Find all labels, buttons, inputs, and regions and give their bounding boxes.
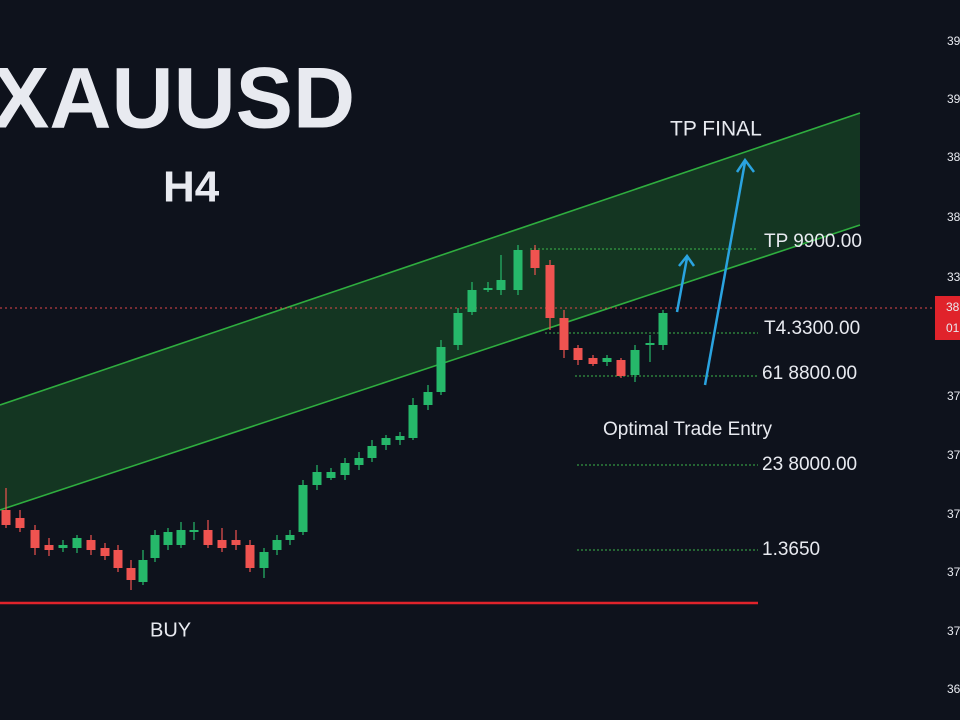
channel-lower xyxy=(0,224,861,511)
candle-body xyxy=(395,436,405,440)
price-label: 36 xyxy=(947,682,960,696)
arrow-big xyxy=(703,161,747,386)
annotation: 61 8800.00 xyxy=(762,363,857,384)
price-label: 38 xyxy=(947,210,960,224)
price-label: 37 xyxy=(947,624,960,638)
candle-body xyxy=(259,552,269,568)
candle-body xyxy=(113,550,123,568)
current-price-box xyxy=(935,296,960,340)
channel-upper xyxy=(0,112,861,406)
price-label: 38 xyxy=(947,150,960,164)
arrow-head xyxy=(735,157,755,173)
candle-body xyxy=(658,313,668,345)
candle-body xyxy=(436,347,446,392)
current-price-label: 38 xyxy=(946,300,960,314)
candle-body xyxy=(513,250,523,290)
candle-body xyxy=(645,343,655,345)
current-price-label: 01 xyxy=(946,321,960,335)
candle-body xyxy=(1,510,11,525)
candle-body xyxy=(467,290,477,312)
price-label: 39 xyxy=(947,92,960,106)
annotation: TP FINAL xyxy=(670,118,762,141)
candle-body xyxy=(453,313,463,345)
candle-body xyxy=(217,540,227,548)
candle-body xyxy=(189,530,199,532)
price-label: 33 xyxy=(947,270,960,284)
arrows xyxy=(675,157,755,386)
candle-body xyxy=(573,348,583,360)
price-label: 37 xyxy=(947,565,960,579)
candle-body xyxy=(630,350,640,375)
candle-body xyxy=(150,535,160,558)
candle-body xyxy=(340,463,350,475)
candle-body xyxy=(30,530,40,548)
annotation: TP 9900.00 xyxy=(764,231,862,252)
timeframe: H4 xyxy=(163,163,220,212)
candle-body xyxy=(312,472,322,485)
price-label: 39 xyxy=(947,34,960,48)
candle-body xyxy=(326,472,336,478)
candle-body xyxy=(138,560,148,582)
candle-body xyxy=(483,288,493,290)
candle-body xyxy=(298,485,308,532)
price-axis: 39 39 38 38 33 37 37 37 37 37 36 38 01 xyxy=(935,34,960,696)
candle-body xyxy=(588,358,598,364)
candle-body xyxy=(231,540,241,545)
price-label: 37 xyxy=(947,448,960,462)
candle-body xyxy=(15,518,25,528)
candle-body xyxy=(245,545,255,568)
price-label: 37 xyxy=(947,507,960,521)
candle-body xyxy=(72,538,82,548)
symbol-title: XAUUSD xyxy=(0,51,355,147)
candle-body xyxy=(44,545,54,550)
candle-body xyxy=(367,446,377,458)
candle-body xyxy=(496,280,506,290)
annotation: 1.3650 xyxy=(762,539,820,560)
candle-body xyxy=(163,532,173,545)
candle-body xyxy=(616,360,626,376)
candles xyxy=(1,245,668,590)
candle-body xyxy=(203,530,213,545)
candle-body xyxy=(58,545,68,548)
candle-body xyxy=(381,438,391,445)
candle-body xyxy=(126,568,136,580)
annotation: 23 8000.00 xyxy=(762,454,857,475)
candle-body xyxy=(285,535,295,540)
candle-body xyxy=(602,358,612,362)
candle-body xyxy=(408,405,418,438)
channel-fill xyxy=(0,113,860,510)
candle-body xyxy=(176,530,186,545)
candle-body xyxy=(100,548,110,556)
candle-body xyxy=(354,458,364,465)
candle-body xyxy=(545,265,555,318)
candle-body xyxy=(272,540,282,550)
candle-body xyxy=(423,392,433,405)
candle-body xyxy=(86,540,96,550)
arrow-head xyxy=(678,253,696,267)
candle-body xyxy=(559,318,569,350)
annotation: Optimal Trade Entry xyxy=(603,419,772,440)
arrow-small xyxy=(675,257,689,313)
candle-body xyxy=(530,250,540,268)
buy-label: BUY xyxy=(150,619,191,641)
price-label: 37 xyxy=(947,389,960,403)
annotation: T4.3300.00 xyxy=(764,318,860,339)
levels xyxy=(530,248,758,551)
